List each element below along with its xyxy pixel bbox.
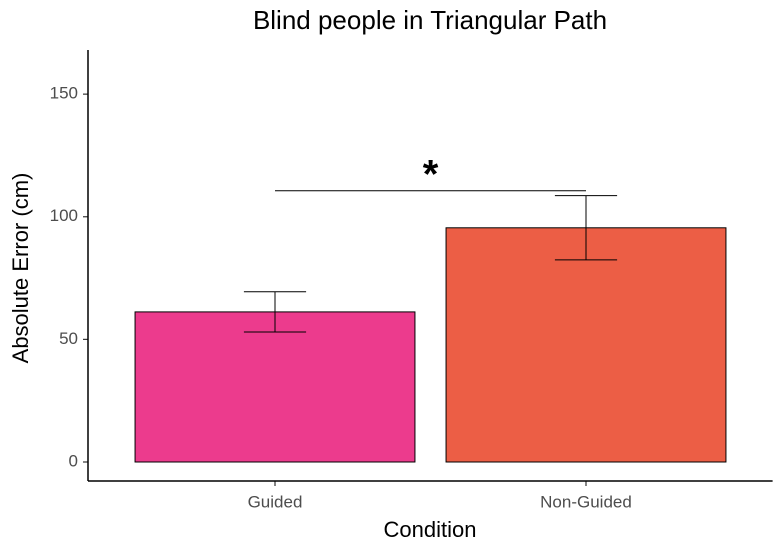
y-tick-label: 150 [50, 84, 78, 103]
x-tick-label: Non-Guided [540, 492, 632, 511]
x-axis-label: Condition [384, 517, 477, 542]
y-tick-label: 100 [50, 206, 78, 225]
y-tick-label: 0 [69, 451, 78, 470]
significance-label: * [423, 152, 439, 196]
x-tick-label: Guided [248, 492, 303, 511]
bar [134, 311, 416, 463]
chart-title: Blind people in Triangular Path [253, 5, 607, 35]
bar [445, 227, 727, 463]
y-tick-label: 50 [59, 329, 78, 348]
y-axis-label: Absolute Error (cm) [8, 173, 33, 364]
